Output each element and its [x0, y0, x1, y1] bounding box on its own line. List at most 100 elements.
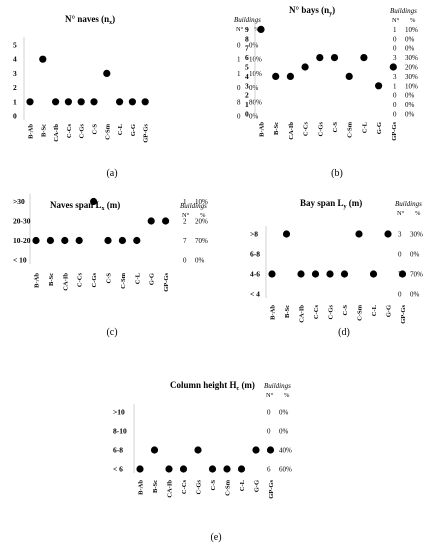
x-tick-label: C-L [371, 304, 378, 316]
x-tick-label: C-L [117, 123, 124, 135]
data-point-C-Cs [64, 98, 72, 106]
buildings-percent: 30% [405, 73, 418, 81]
buildings-count: 0 [393, 45, 397, 53]
data-point-G-G [384, 230, 392, 238]
x-tick-label: CA-Ib [53, 124, 60, 142]
data-point-C-S [208, 465, 217, 473]
chart-caption: (a) [106, 168, 117, 179]
buildings-header: Buildings [234, 16, 261, 24]
x-tick-label: C-Sm [347, 121, 354, 137]
data-point-C-Gs [77, 98, 85, 106]
data-point-C-S [330, 54, 339, 62]
y-tick-label: 0 [13, 112, 17, 121]
x-tick-label: B-Ab [138, 480, 145, 495]
data-point-G-G [147, 217, 155, 225]
data-point-GP-Gs [162, 217, 170, 225]
x-tick-label: C-Sm [225, 479, 232, 495]
x-tick-label: GP-Gs [391, 122, 398, 141]
x-tick-label: C-S [92, 124, 99, 135]
data-point-CA-Ib [286, 72, 294, 80]
x-tick-label: C-Gs [328, 305, 335, 320]
x-tick-label: B-Sc [152, 480, 159, 493]
x-tick-label: C-L [134, 272, 141, 284]
buildings-header: Buildings [180, 202, 207, 210]
x-tick-label: C-Cs [303, 122, 310, 137]
data-point-B-Sc [272, 72, 280, 80]
buildings-n-header: N° [182, 212, 190, 219]
data-point-B-Ab [136, 465, 144, 473]
buildings-percent: 0% [410, 251, 420, 259]
buildings-percent: 0% [279, 428, 289, 436]
y-tick-label: < 10 [13, 256, 27, 265]
data-point-C-S [104, 236, 112, 245]
data-point-B-Sc [46, 236, 55, 245]
y-tick-label: 6 [245, 53, 249, 62]
chart-title-text: N° naves (n [65, 14, 109, 24]
buildings-percent: 70% [195, 237, 208, 245]
buildings-percent: 60% [279, 466, 292, 474]
x-tick-label: GP-Gs [163, 273, 170, 292]
chart-caption: (d) [338, 327, 350, 338]
data-point-C-S [90, 98, 98, 106]
x-tick-label: GP-Gs [268, 480, 275, 499]
x-tick-label: CA-Ib [299, 305, 306, 323]
x-tick-label: B-Sc [273, 122, 280, 135]
x-tick-label: C-Gs [196, 480, 203, 495]
data-point-C-Sm [345, 72, 353, 80]
buildings-percent: 20% [195, 218, 208, 226]
x-tick-label: C-Gs [91, 273, 98, 288]
data-point-C-Sm [223, 465, 231, 473]
y-tick-label: < 4 [250, 290, 260, 299]
chart-c: Naves span Lx (m) Buildings N° % < 10 0 0% 10-2… [13, 193, 208, 338]
x-tick-label: C-S [106, 273, 113, 284]
y-tick-label: 9 [245, 25, 249, 34]
buildings-count: 1 [393, 26, 397, 34]
y-tick-label: 20-30 [13, 217, 31, 226]
chart-title-end: (m) [105, 200, 121, 210]
chart-title-text: N° bays (n [289, 5, 329, 15]
buildings-percent: 0% [279, 409, 289, 417]
chart-title-subscript: x [109, 20, 112, 26]
y-tick-label: 7 [245, 44, 249, 53]
y-tick-label: < 6 [113, 465, 123, 474]
buildings-percent: 80% [249, 98, 262, 106]
y-tick-label: 10-20 [13, 236, 31, 245]
chart-caption: (b) [331, 168, 343, 179]
x-tick-label: C-Sm [357, 304, 364, 320]
y-tick-label: 2 [13, 83, 17, 92]
chart-caption: (c) [106, 327, 117, 338]
x-tick-label: C-Gs [317, 122, 324, 137]
buildings-percent: 0% [405, 92, 415, 100]
buildings-count: 0 [398, 291, 402, 299]
x-tick-label: C-L [239, 479, 246, 491]
chart-title-end: ) [112, 14, 115, 24]
y-tick-label: 8-10 [113, 427, 127, 436]
buildings-pct-header: % [254, 26, 260, 33]
buildings-count: 0 [237, 42, 241, 50]
chart-title: Column height Hc (m) [170, 380, 255, 392]
y-tick-label: >10 [113, 408, 125, 417]
buildings-count: 0 [183, 257, 187, 265]
buildings-count: 0 [393, 92, 397, 100]
data-point-C-Cs [311, 270, 320, 278]
buildings-percent: 70% [410, 271, 423, 279]
buildings-count: 0 [398, 251, 402, 259]
chart-title-text: Bay span L [300, 198, 344, 208]
x-tick-label: CA-Ib [62, 273, 69, 291]
chart-title-subscript: y [329, 11, 332, 17]
data-point-C-Sm [103, 69, 111, 77]
data-point-C-S [340, 270, 349, 278]
x-tick-label: C-Sm [104, 123, 111, 139]
x-tick-label: B-Sc [48, 273, 55, 286]
buildings-count: 7 [183, 237, 187, 245]
buildings-n-header: N° [397, 210, 405, 217]
x-tick-label: C-S [342, 305, 349, 316]
x-tick-label: C-Cs [181, 480, 188, 495]
x-tick-label: C-Cs [77, 273, 84, 288]
buildings-percent: 0% [195, 257, 205, 265]
buildings-percent: 20% [405, 64, 418, 72]
data-point-C-Gs [326, 270, 334, 278]
buildings-percent: 0% [249, 42, 259, 50]
